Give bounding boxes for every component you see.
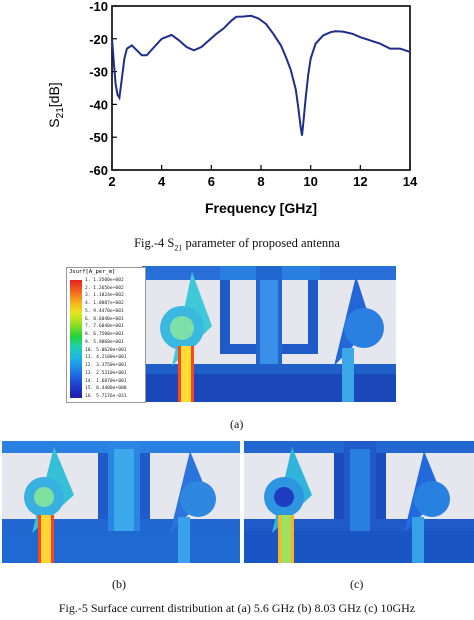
- label-a: (a): [230, 417, 244, 431]
- x-axis-label: Frequency [GHz]: [205, 200, 317, 216]
- surface-current-panel-c: [244, 441, 474, 563]
- legend-entry: 13. 2.5310e+001: [85, 370, 127, 376]
- surface-current-panel-b: [2, 441, 240, 563]
- surface-current-panel-a: [142, 266, 396, 402]
- legend-entry: 10. 5.0620e+001: [85, 347, 127, 353]
- label-c: (c): [350, 577, 364, 591]
- legend-entry: 7. 7.6040e+001: [85, 324, 124, 330]
- y-axis-ticks: -10 -20 -30 -40 -50 -60: [89, 0, 117, 178]
- legend-entry: 11. 4.2180e+001: [85, 355, 127, 361]
- legend-entry: 2. 1.2656e+002: [85, 285, 124, 291]
- plot-frame: [111, 5, 411, 171]
- x-tick-label: 12: [353, 174, 367, 189]
- legend-entry: 9. 5.9060e+001: [85, 339, 124, 345]
- s21-series-line: [111, 14, 411, 136]
- legend-entry: 8. 6.7500e+001: [85, 332, 124, 338]
- legend-entry: 12. 3.3750e+001: [85, 363, 127, 369]
- legend-entry: 14. 1.6870e+001: [85, 378, 127, 384]
- label-b: (b): [112, 577, 126, 591]
- x-tick-label: 8: [257, 174, 264, 189]
- legend-color-bar: [70, 280, 82, 398]
- x-tick-label: 2: [108, 174, 115, 189]
- y-tick-label: -60: [89, 163, 108, 178]
- legend-entry: 16. 5.7176e-031: [85, 394, 127, 399]
- legend-entry: 15. 8.4400e+000: [85, 386, 127, 392]
- x-tick-label: 14: [403, 174, 418, 189]
- legend-entry: 5. 9.4470e+001: [85, 308, 124, 314]
- legend-entry: 3. 1.1824e+002: [85, 293, 124, 299]
- x-tick-label: 4: [158, 174, 166, 189]
- x-axis-ticks: 2 4 6 8 10 12 14: [108, 165, 418, 189]
- legend-title: Jsurf[A_per_m]: [69, 269, 116, 275]
- y-axis-label: S21[dB]: [46, 82, 66, 128]
- y-tick-label: -30: [89, 65, 108, 80]
- legend-entry: 4. 1.0087e+002: [85, 301, 124, 307]
- fig5-caption: Fig.-5 Surface current distribution at (…: [58, 601, 416, 615]
- y-tick-label: -10: [89, 0, 108, 14]
- y-tick-label: -40: [89, 97, 108, 112]
- legend-entry: 6. 8.6040e+001: [85, 316, 124, 322]
- legend-entry: 1. 1.3500e+002: [85, 278, 124, 283]
- current-legend: Jsurf[A_per_m] 1. 1.3500e+002 2. 1.2656e+…: [66, 267, 146, 403]
- y-tick-label: -20: [89, 32, 108, 47]
- y-tick-label: -50: [89, 130, 108, 145]
- x-tick-label: 6: [208, 174, 215, 189]
- fig4-caption: Fig.-4 S21 parameter of proposed antenna: [134, 236, 340, 253]
- s21-chart: 2 4 6 8 10 12 14 -10 -20 -30 -40 -50 -60 Frequency …: [89, 0, 418, 216]
- x-tick-label: 10: [303, 174, 317, 189]
